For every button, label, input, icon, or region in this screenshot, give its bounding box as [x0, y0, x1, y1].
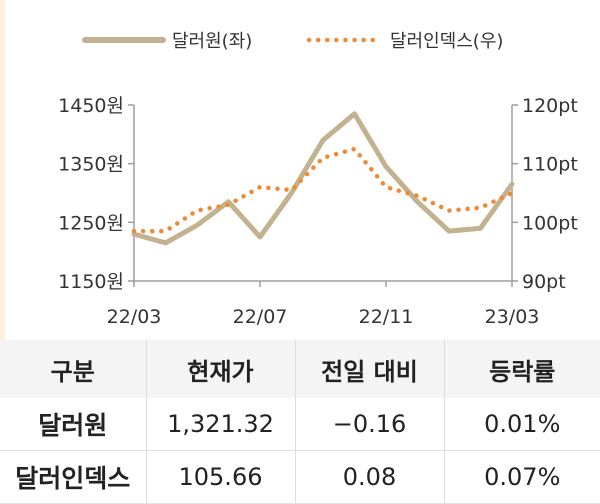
- right-y-tick-label: 100pt: [522, 212, 578, 234]
- header-current-price: 현재가: [145, 340, 295, 398]
- table-header-row: 구분 현재가 전일 대비 등락률: [0, 340, 600, 398]
- exchange-rate-chart: 달러원(좌) 달러인덱스(우) 1150원 1250원 1350원 1450원 90pt…: [58, 31, 578, 328]
- x-tick-label: 22/07: [233, 306, 288, 328]
- header-daily-change: 전일 대비: [294, 340, 444, 398]
- right-y-tick-label: 90pt: [522, 271, 566, 293]
- axes: [133, 105, 513, 282]
- table-row: 달러인덱스 105.66 0.08 0.07%: [0, 450, 600, 504]
- legend: 달러원(좌) 달러인덱스(우): [82, 31, 503, 52]
- left-y-tick-label: 1350원: [58, 154, 124, 176]
- row-rate: 0.07%: [443, 450, 600, 504]
- row-name: 달러원: [0, 398, 146, 451]
- header-change-rate: 등락률: [443, 340, 600, 398]
- x-tick-label: 22/11: [359, 306, 414, 328]
- row-name: 달러인덱스: [0, 450, 146, 504]
- x-tick-label: 23/03: [485, 306, 540, 328]
- row-change: 0.08: [294, 450, 444, 504]
- row-rate: 0.01%: [443, 398, 600, 451]
- row-change: −0.16: [294, 398, 444, 451]
- series-line-usdkrw: [131, 111, 515, 246]
- chart-canvas: 달러원(좌) 달러인덱스(우) 1150원 1250원 1350원 1450원 90pt…: [58, 31, 578, 328]
- left-y-tick-label: 1150원: [58, 271, 124, 293]
- right-y-tick-label: 110pt: [522, 154, 578, 176]
- row-price: 105.66: [145, 450, 295, 504]
- legend-label-dxy: 달러인덱스(우): [390, 31, 503, 52]
- series-line-dxy: [131, 146, 515, 234]
- left-y-tick-label: 1450원: [58, 95, 124, 117]
- header-category: 구분: [0, 340, 146, 398]
- fx-summary-table: 구분 현재가 전일 대비 등락률 달러원 1,321.32 −0.16 0.01…: [0, 340, 600, 504]
- left-accent-bar: [0, 0, 5, 340]
- table-row: 달러원 1,321.32 −0.16 0.01%: [0, 398, 600, 451]
- row-price: 1,321.32: [145, 398, 295, 451]
- right-y-tick-label: 120pt: [522, 95, 578, 117]
- x-tick-label: 22/03: [107, 306, 162, 328]
- left-y-tick-label: 1250원: [58, 212, 124, 234]
- legend-label-usdkrw: 달러원(좌): [172, 31, 252, 52]
